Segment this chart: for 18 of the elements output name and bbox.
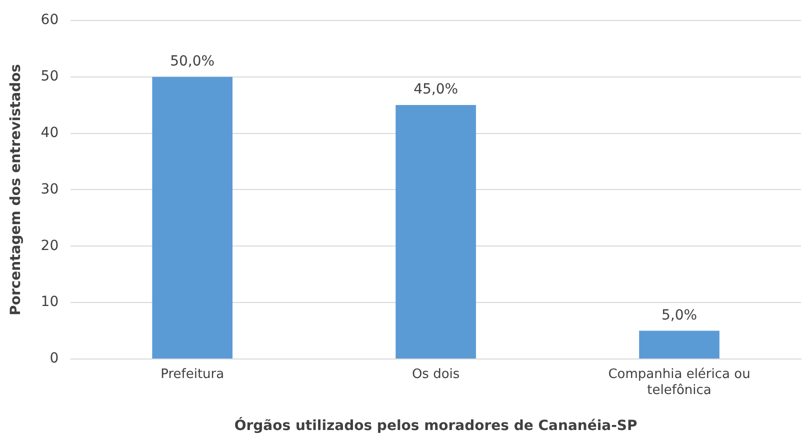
data-label: 50,0% xyxy=(170,53,215,70)
x-tick-label: Companhia elérica ou telefônica xyxy=(608,367,750,398)
y-axis-title: Porcentagem dos entrevistados xyxy=(8,64,24,316)
bar xyxy=(152,76,233,358)
bar xyxy=(639,330,720,358)
x-tick-label: Prefeitura xyxy=(160,367,224,382)
y-tick-label: 30 xyxy=(40,181,59,198)
y-tick-label: 40 xyxy=(40,124,59,141)
y-tick-label: 50 xyxy=(40,68,59,84)
x-axis-title: Órgãos utilizados pelos moradores de Cananéia-SP xyxy=(234,417,638,434)
y-tick-label: 10 xyxy=(40,294,59,310)
y-tick-label: 0 xyxy=(50,350,59,367)
bar xyxy=(396,105,476,358)
data-label: 5,0% xyxy=(661,307,698,324)
data-label: 45,0% xyxy=(414,82,458,98)
y-tick-label: 60 xyxy=(40,12,59,28)
x-tick-label: Os dois xyxy=(412,367,460,382)
y-tick-label: 20 xyxy=(40,238,59,254)
